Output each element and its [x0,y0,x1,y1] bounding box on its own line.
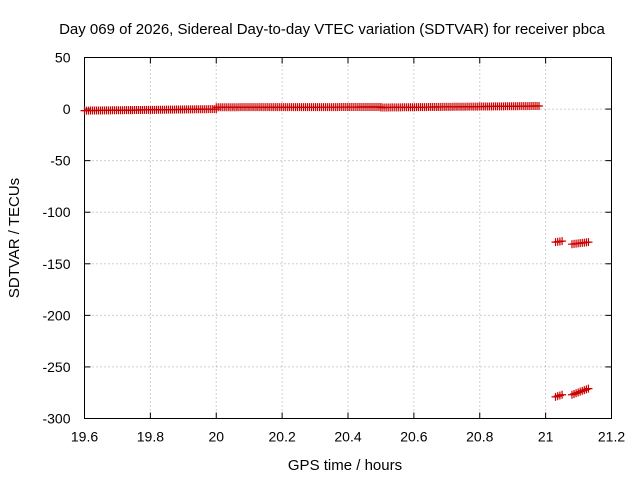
data-point [574,388,583,397]
y-tick-label: -250 [42,359,70,375]
data-point [576,387,585,396]
data-point [535,101,544,110]
x-tick-label: 21.2 [598,429,625,445]
data-point [558,237,567,246]
y-tick-label: -100 [42,204,70,220]
data-point [553,392,562,401]
data-point [580,386,589,395]
tick-label-layer: 19.6 19.8 20 20.2 20.4 20.6 20.8 21 21.2 50 0 -50 -1… [42,50,625,445]
data-point [584,384,593,393]
data-point [555,391,564,400]
data-point [551,392,560,401]
x-tick-label: 19.8 [137,429,164,445]
data-point [582,385,591,394]
y-tick-label: -300 [42,411,70,427]
data-point [567,390,576,399]
data-point [572,389,581,398]
x-tick-label: 20.6 [400,429,427,445]
y-tick-label: 0 [63,101,71,117]
grid-layer [84,57,612,419]
x-tick-label: 20.8 [466,429,493,445]
y-tick-label: 50 [55,50,71,66]
x-tick-label: 20 [208,429,224,445]
y-axis-title: SDTVAR / TECUs [6,178,23,298]
y-tick-label: -50 [50,153,70,169]
x-tick-label: 19.6 [71,429,98,445]
x-tick-label: 20.2 [269,429,296,445]
chart-title: Day 069 of 2026, Sidereal Day-to-day VTE… [59,21,605,38]
data-point [578,386,587,395]
y-tick-label: -200 [42,307,70,323]
x-tick-label: 20.4 [334,429,361,445]
y-tick-label: -150 [42,256,70,272]
data-point [558,390,567,399]
tick-layer [84,57,612,419]
data-point [570,390,579,399]
data-point [584,238,593,247]
data-point-layer [80,101,593,401]
x-tick-label: 21 [538,429,554,445]
x-axis-title: GPS time / hours [288,457,402,474]
